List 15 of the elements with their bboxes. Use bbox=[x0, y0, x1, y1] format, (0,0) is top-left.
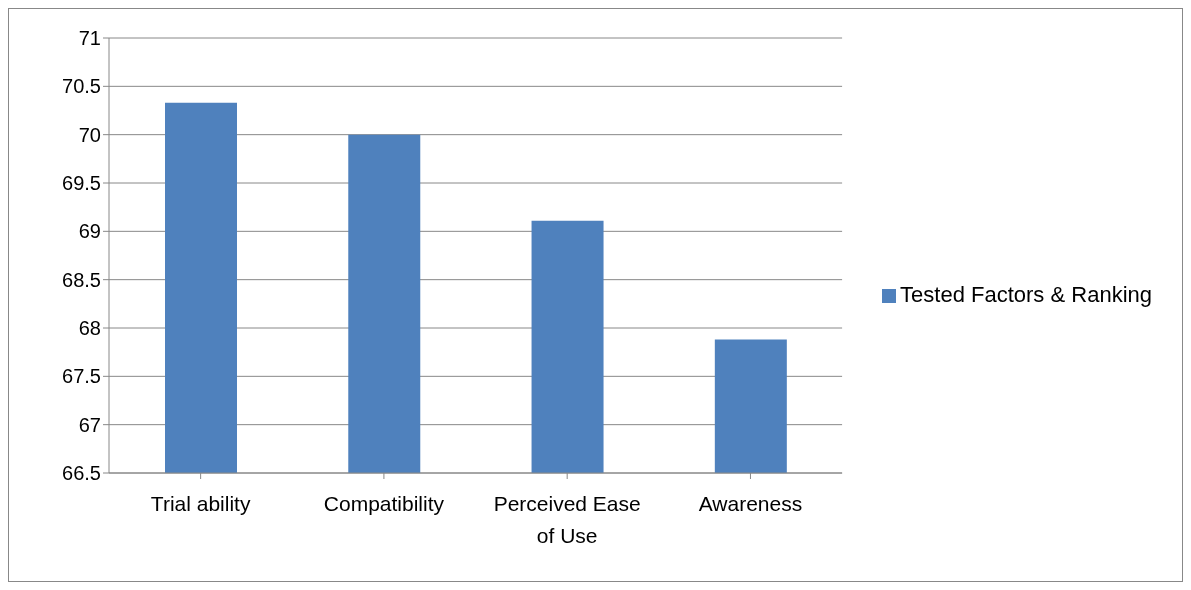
y-tick-label: 70.5 bbox=[62, 75, 101, 98]
legend-label: Tested Factors & Ranking bbox=[900, 282, 1152, 307]
x-tick-label: Compatibility bbox=[323, 492, 445, 515]
y-tick-label: 70 bbox=[78, 123, 101, 146]
y-tick-label: 69.5 bbox=[62, 172, 101, 195]
y-tick-label: 67 bbox=[78, 413, 101, 436]
x-tick-label: Perceived Ease of Use bbox=[493, 492, 641, 547]
y-tick-label: 66.5 bbox=[62, 462, 101, 485]
y-tick-label: 69 bbox=[78, 220, 101, 243]
y-tick-label: 71 bbox=[78, 27, 101, 50]
y-tick-label: 68.5 bbox=[62, 268, 101, 291]
y-tick-label: 67.5 bbox=[62, 365, 101, 388]
x-tick-label: Awareness bbox=[698, 492, 803, 515]
y-tick-label: 68 bbox=[78, 317, 101, 340]
x-tick-label: Trial ability bbox=[150, 492, 251, 515]
